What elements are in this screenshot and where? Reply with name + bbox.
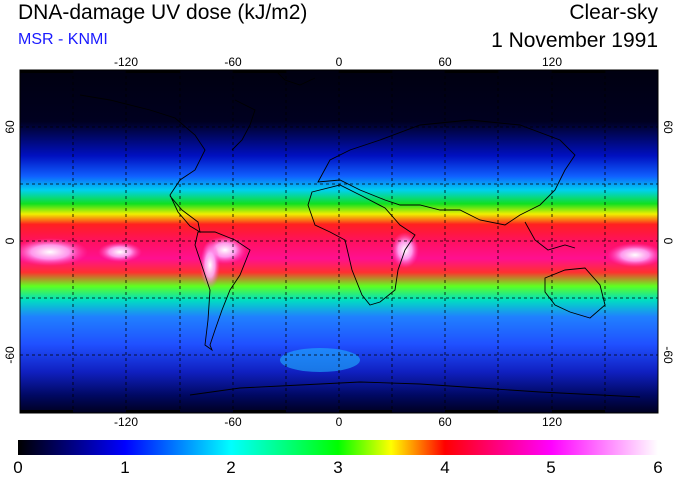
colorbar-label: 4 (440, 458, 450, 477)
colorbar-label: 5 (546, 458, 556, 477)
lon-tick-bottom: 120 (542, 415, 562, 429)
lat-tick-right: 0 (661, 238, 675, 245)
uv-field (20, 70, 658, 413)
colorbar-label: 3 (333, 458, 343, 477)
lat-tick-left: -60 (3, 346, 17, 364)
lon-tick-top: 120 (542, 55, 562, 69)
colorbar-label: 0 (13, 458, 23, 477)
lat-tick-left: 60 (3, 120, 17, 134)
lon-tick-top: 60 (438, 55, 452, 69)
sky-condition-label: Clear-sky (569, 1, 658, 24)
lon-tick-top: -120 (114, 55, 138, 69)
lon-tick-top: -60 (224, 55, 242, 69)
colorbar-label: 1 (120, 458, 130, 477)
colorbar-label: 2 (226, 458, 236, 477)
lat-tick-right: -60 (661, 346, 675, 364)
lat-tick-right: 60 (661, 120, 675, 134)
lon-tick-bottom: 0 (336, 415, 343, 429)
lat-tick-left: 0 (3, 237, 17, 244)
map-border-ticks (20, 70, 605, 413)
map-title: DNA-damage UV dose (kJ/m2) (18, 1, 308, 24)
lon-tick-bottom: -60 (224, 415, 242, 429)
lon-tick-top: 0 (336, 55, 343, 69)
graticule (20, 70, 658, 413)
colorbar-label: 6 (653, 458, 663, 477)
map-subtitle: MSR - KNMI (18, 31, 108, 48)
lon-tick-bottom: 60 (438, 415, 452, 429)
colorbar (18, 440, 658, 455)
map-date: 1 November 1991 (491, 29, 658, 52)
lon-tick-bottom: -120 (114, 415, 138, 429)
